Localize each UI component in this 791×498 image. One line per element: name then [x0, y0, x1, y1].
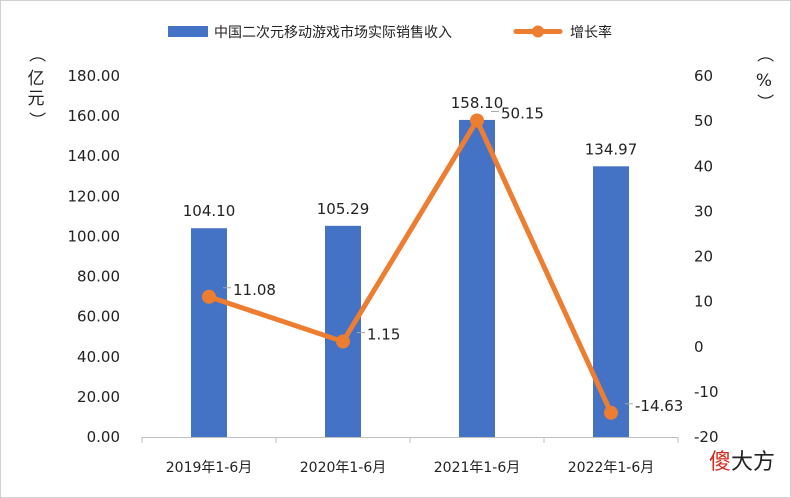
- right-tick-label: -10: [694, 383, 719, 401]
- right-axis-unit: （% ）: [754, 46, 774, 111]
- watermark-part1: 傻: [708, 450, 731, 475]
- left-unit-char: 亿: [28, 69, 45, 89]
- left-tick-label: 20.00: [77, 388, 120, 406]
- bar-value-label: 104.10: [183, 202, 236, 220]
- legend-marker-line: [532, 25, 544, 38]
- legend-swatch-bar: [168, 26, 208, 37]
- growth-line: [206, 117, 614, 416]
- x-tick-label: 2020年1-6月: [300, 460, 387, 476]
- right-unit-char: （: [754, 46, 774, 63]
- left-axis-unit: （ 亿元 ）: [26, 46, 46, 129]
- x-tick-label: 2019年1-6月: [166, 460, 253, 476]
- bar-value-label: 134.97: [585, 140, 638, 158]
- left-tick-label: 180.00: [68, 67, 121, 85]
- right-tick-label: 0: [694, 338, 704, 356]
- right-tick-label: 40: [694, 157, 713, 175]
- x-tick-label: 2022年1-6月: [568, 460, 655, 476]
- left-tick-label: 160.00: [68, 107, 121, 125]
- left-tick-label: 100.00: [68, 227, 121, 245]
- line-value-label: 1.15: [367, 326, 400, 344]
- line-point: [202, 289, 216, 304]
- bar-value-label: 158.10: [451, 94, 504, 112]
- bar: [593, 166, 629, 437]
- right-tick-label: -20: [694, 428, 719, 446]
- right-tick-label: 60: [694, 67, 713, 85]
- legend: 中国二次元移动游戏市场实际销售收入 增长率: [168, 24, 612, 41]
- left-unit-char: （: [26, 46, 46, 63]
- x-tick-label: 2021年1-6月: [434, 460, 521, 476]
- legend-label-bar: 中国二次元移动游戏市场实际销售收入: [214, 24, 452, 41]
- legend-label-line: 增长率: [570, 24, 612, 41]
- bar: [191, 228, 227, 437]
- right-tick-label: 50: [694, 112, 713, 130]
- bar: [325, 225, 361, 437]
- bar: [459, 119, 495, 438]
- line-value-label: 11.08: [233, 281, 276, 299]
- line-point: [470, 113, 484, 128]
- right-tick-label: 10: [694, 293, 713, 311]
- left-unit-char: 元: [28, 89, 45, 109]
- watermark: 傻大方: [709, 444, 775, 476]
- bar-series: [191, 119, 629, 438]
- right-axis-ticks: -20 -10 0 10 20 30 40 50 60: [694, 67, 719, 446]
- bar-value-label: 105.29: [317, 200, 370, 218]
- left-tick-label: 140.00: [68, 147, 121, 165]
- x-axis: 2019年1-6月 2020年1-6月 2021年1-6月 2022年1-6月: [141, 437, 679, 476]
- left-tick-label: 40.00: [77, 348, 120, 366]
- left-tick-label: 80.00: [77, 268, 120, 286]
- right-unit-char: ）: [754, 94, 774, 111]
- line-point: [336, 334, 350, 349]
- watermark-part2: 大方: [730, 450, 775, 475]
- left-axis-ticks: 0.00 20.00 40.00 60.00 80.00 100.00 120.00 140.…: [68, 67, 121, 446]
- right-unit-char: %: [756, 71, 772, 91]
- line-value-label: 50.15: [501, 104, 544, 122]
- left-unit-char: ）: [26, 112, 46, 129]
- line-point: [604, 405, 618, 420]
- right-tick-label: 20: [694, 248, 713, 266]
- line-series: [202, 113, 618, 420]
- left-tick-label: 60.00: [77, 308, 120, 326]
- left-tick-label: 0.00: [87, 428, 120, 446]
- left-tick-label: 120.00: [68, 187, 121, 205]
- data-labels: 104.10 105.29 158.10 134.97 11.08 1.15 50.15 -1…: [183, 94, 684, 415]
- right-tick-label: 30: [694, 202, 713, 220]
- line-value-label: -14.63: [635, 397, 683, 415]
